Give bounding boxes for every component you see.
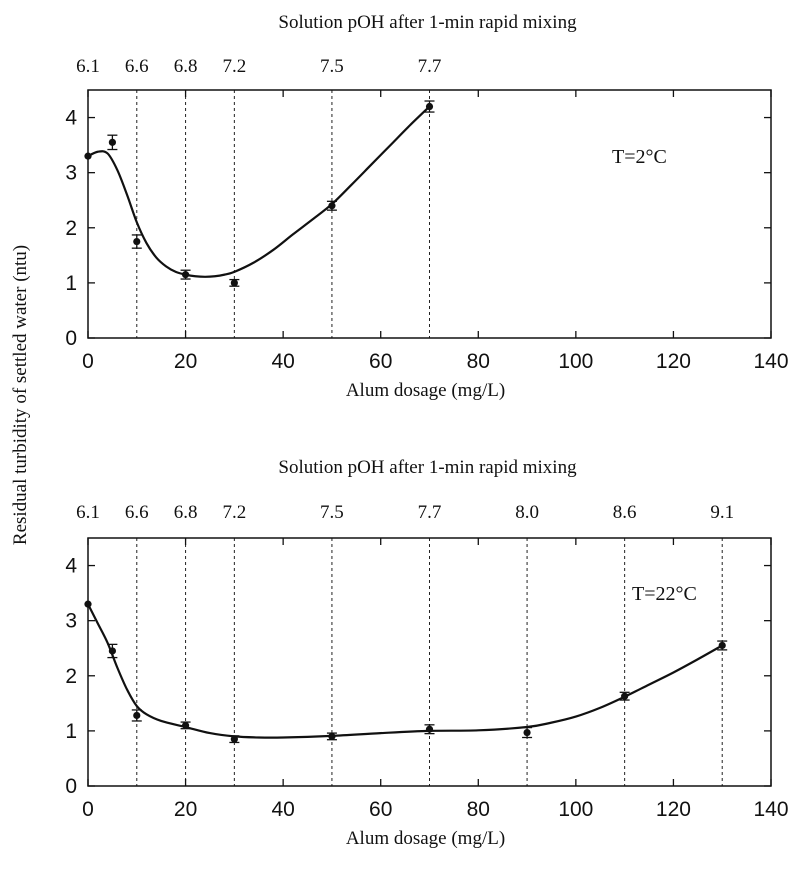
y-tick-label: 1 — [65, 272, 77, 295]
x-tick-label: 80 — [467, 798, 490, 821]
top-axis-label: 6.8 — [174, 502, 198, 523]
data-point — [230, 735, 238, 743]
top-axis-label: 7.2 — [222, 502, 246, 523]
shared-y-axis-label: Residual turbidity of settled water (ntu… — [10, 245, 31, 545]
top-axis-label: 9.1 — [710, 502, 734, 523]
top-axis-label: 6.8 — [174, 56, 198, 77]
top-axis-label: 7.7 — [418, 502, 442, 523]
data-point — [108, 138, 116, 146]
temperature-annotation: T=2°C — [612, 146, 667, 168]
fit-curve — [87, 603, 723, 739]
top-axis-label: 7.7 — [418, 56, 442, 77]
chart-title: Solution pOH after 1-min rapid mixing — [278, 457, 577, 478]
y-tick-label: 1 — [65, 720, 77, 743]
data-point — [425, 725, 434, 733]
temperature-annotation: T=22°C — [632, 583, 697, 605]
y-tick-label: 2 — [65, 217, 77, 240]
y-tick-label: 3 — [65, 610, 77, 633]
data-point — [328, 732, 336, 741]
plot-frame — [87, 537, 772, 787]
data-point — [181, 721, 190, 729]
top-axis-label: 6.6 — [125, 502, 149, 523]
x-tick-label: 120 — [656, 798, 691, 821]
y-tick-label: 2 — [65, 665, 77, 688]
x-tick-label: 100 — [558, 798, 593, 821]
top-axis-label: 8.6 — [613, 502, 637, 523]
x-tick-label: 20 — [174, 798, 197, 821]
x-tick-label: 140 — [753, 798, 788, 821]
x-tick-label: 40 — [271, 350, 294, 373]
data-point — [108, 647, 116, 655]
data-point — [328, 202, 336, 210]
x-tick-label: 100 — [558, 350, 593, 373]
x-tick-label: 0 — [82, 798, 94, 821]
x-axis-label: Alum dosage (mg/L) — [346, 828, 505, 849]
x-axis-label: Alum dosage (mg/L) — [346, 380, 505, 401]
x-tick-label: 60 — [369, 350, 392, 373]
data-point — [621, 692, 629, 700]
plot-frame — [87, 89, 772, 339]
x-tick-label: 0 — [82, 350, 94, 373]
data-point — [133, 711, 141, 720]
top-axis-label: 8.0 — [515, 502, 539, 523]
x-tick-label: 60 — [369, 798, 392, 821]
top-axis-label: 7.2 — [222, 56, 246, 77]
y-tick-label: 0 — [65, 775, 77, 798]
x-tick-label: 120 — [656, 350, 691, 373]
data-point — [181, 271, 190, 279]
y-tick-label: 4 — [65, 555, 77, 578]
y-tick-label: 3 — [65, 162, 77, 185]
data-point — [84, 600, 92, 608]
y-tick-label: 0 — [65, 327, 77, 350]
x-tick-label: 40 — [271, 798, 294, 821]
chart-title: Solution pOH after 1-min rapid mixing — [278, 12, 577, 33]
chart-bottom-22c: Solution pOH after 1-min rapid mixing 6.1… — [65, 457, 788, 849]
data-point — [425, 102, 434, 111]
x-tick-label: 20 — [174, 350, 197, 373]
top-axis-label: 6.1 — [76, 502, 100, 523]
data-point — [230, 279, 238, 287]
data-point — [718, 641, 726, 650]
y-tick-label: 4 — [65, 107, 77, 130]
top-axis-label: 7.5 — [320, 502, 344, 523]
data-point — [84, 152, 92, 160]
top-axis-label: 6.1 — [76, 56, 100, 77]
x-tick-label: 80 — [467, 350, 490, 373]
chart-top-2c: Solution pOH after 1-min rapid mixing 6.1… — [65, 12, 788, 401]
top-axis-label: 6.6 — [125, 56, 149, 77]
data-point — [523, 728, 531, 737]
data-point — [133, 237, 141, 246]
x-tick-label: 140 — [753, 350, 788, 373]
top-axis-label: 7.5 — [320, 56, 344, 77]
fit-curve — [87, 105, 431, 278]
